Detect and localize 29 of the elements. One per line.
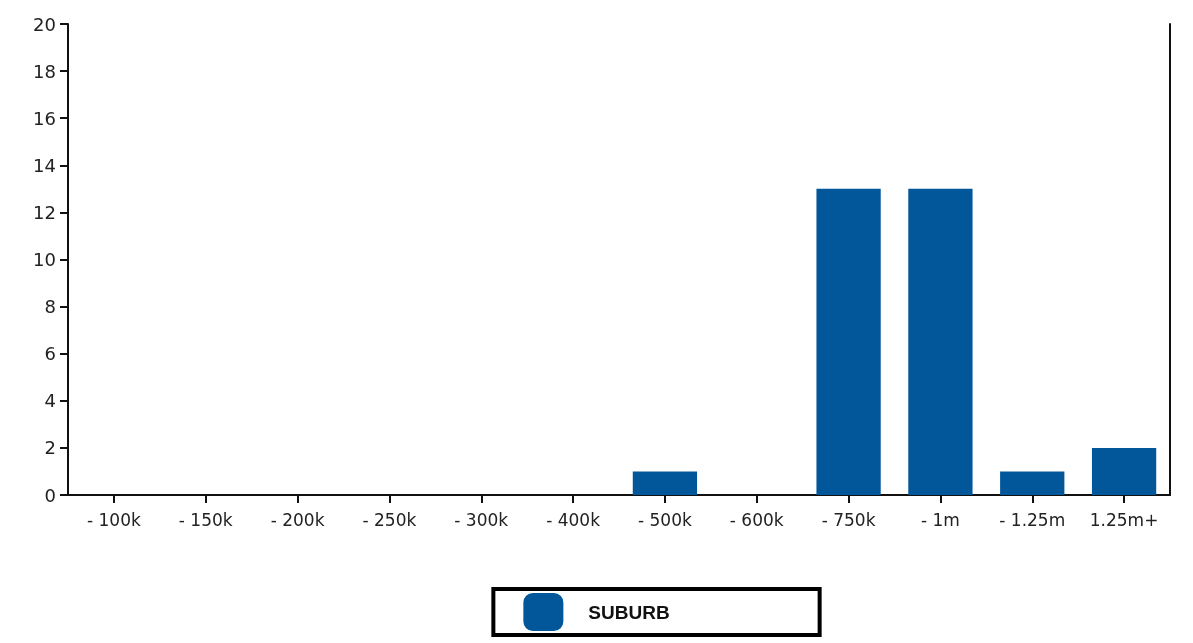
y-tick-label: 12	[33, 201, 56, 223]
y-tick-label: 0	[44, 484, 56, 506]
x-tick-label: 1.25m+	[1089, 509, 1159, 530]
x-tick-label: - 1m	[920, 509, 960, 530]
y-tick-label: 20	[33, 13, 56, 35]
y-tick-label: 4	[44, 390, 56, 412]
x-tick-label: - 750k	[821, 509, 876, 530]
bar	[1091, 447, 1157, 495]
bar	[816, 188, 881, 495]
y-tick-label: 18	[33, 60, 56, 82]
legend-label: SUBURB	[588, 601, 670, 623]
x-tick-label: - 200k	[270, 509, 325, 530]
x-tick-label: - 400k	[546, 509, 601, 530]
bar	[908, 188, 973, 495]
x-tick-label: - 600k	[729, 509, 784, 530]
y-tick-label: 8	[44, 296, 56, 318]
bar	[1000, 471, 1065, 495]
y-tick-label: 10	[33, 249, 56, 270]
x-tick-label: - 150k	[178, 509, 233, 530]
y-tick-label: 6	[44, 343, 56, 365]
x-tick-label: - 100k	[86, 509, 141, 530]
y-tick-label: 2	[44, 437, 56, 459]
x-tick-label: - 250k	[362, 509, 417, 530]
x-tick-label: - 300k	[454, 509, 509, 530]
y-tick-label: 16	[33, 107, 56, 129]
y-tick-label: 14	[33, 154, 56, 176]
bar	[632, 471, 698, 495]
x-tick-label: - 1.25m	[999, 509, 1066, 530]
x-tick-label: - 500k	[637, 509, 692, 530]
